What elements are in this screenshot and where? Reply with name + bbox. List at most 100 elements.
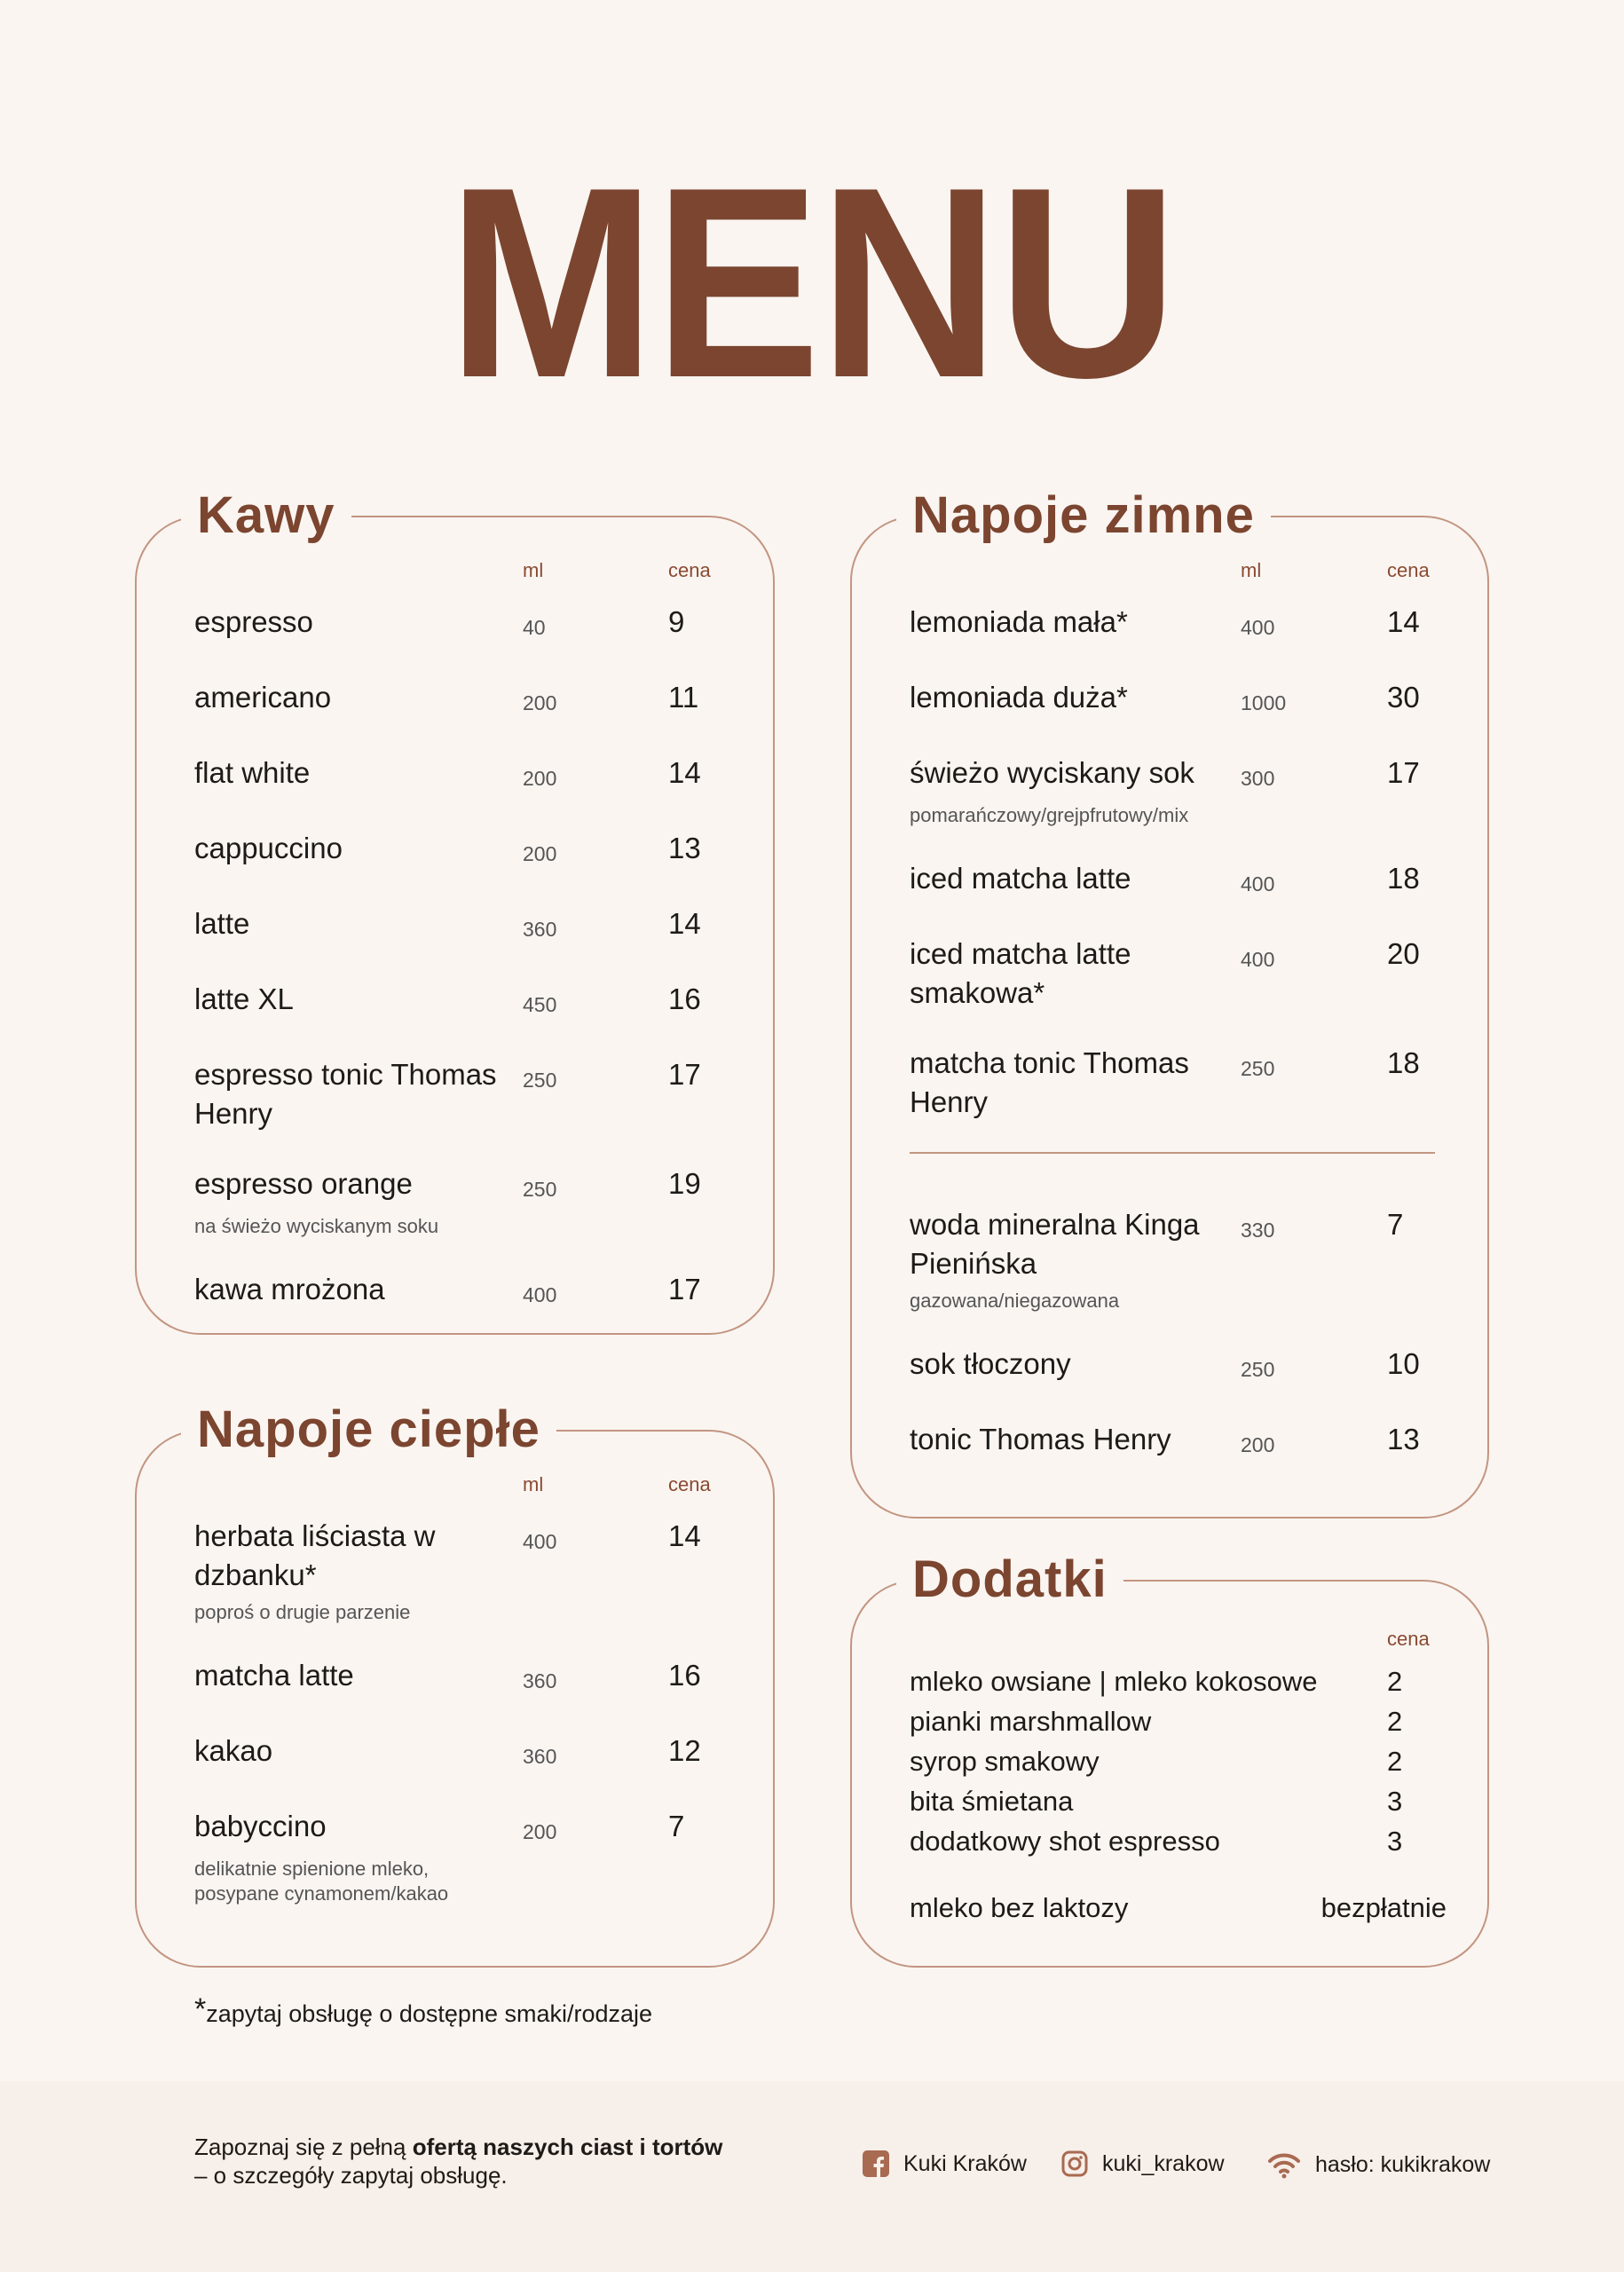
menu-item: latte 360 14 — [194, 904, 773, 949]
item-name: lemoniada mała* — [910, 605, 1128, 638]
menu-item: herbata liściasta w dzbanku* 400 14 poproś … — [194, 1517, 773, 1625]
item-name: babyccino — [194, 1810, 327, 1842]
item-price: 7 — [1387, 1208, 1404, 1241]
footer-text: Zapoznaj się z pełną — [194, 2134, 413, 2160]
item-price: 14 — [668, 907, 701, 940]
addon-name: syrop smakowy — [910, 1746, 1100, 1777]
item-price: 17 — [668, 1058, 701, 1091]
item-note: gazowana/niegazowana — [910, 1290, 1120, 1312]
menu-item: espresso orange 250 19 na świeżo wyciskanym… — [194, 1164, 773, 1239]
item-name: kakao — [194, 1734, 273, 1767]
menu-item-row: lemoniada mała* 400 14 — [910, 603, 1487, 647]
menu-item: espresso 40 9 — [194, 603, 773, 647]
facebook-label: Kuki Kraków — [903, 2150, 1027, 2176]
menu-item-row: iced matcha latte smakowa* 400 20 — [910, 935, 1487, 1013]
item-volume: 40 — [523, 616, 546, 639]
menu-item: flat white 200 14 — [194, 753, 773, 798]
section-kawy: Kawy ml cena espresso 40 9 americano 200 11 fla… — [135, 482, 775, 1335]
item-name: latte XL — [194, 982, 294, 1015]
wifi-password: hasło: kukikrakow — [1315, 2151, 1491, 2177]
menu-item-row: cappuccino 200 13 — [194, 829, 773, 873]
col-price: cena — [1387, 559, 1430, 581]
menu-item: woda mineralna Kinga Pienińska 330 7 gazowa… — [910, 1205, 1487, 1314]
column-headers: ml cena — [194, 557, 773, 584]
item-volume: 330 — [1241, 1219, 1275, 1242]
item-price: 11 — [668, 681, 699, 714]
item-price: 18 — [1387, 1046, 1420, 1079]
item-note: pomarańczowy/grejpfrutowy/mix — [910, 804, 1189, 826]
menu-item-row: kakao 360 12 — [194, 1732, 773, 1776]
menu-item: espresso tonic Thomas Henry 250 17 — [194, 1055, 773, 1133]
menu-item-row: espresso 40 9 — [194, 603, 773, 647]
addon-list: mleko owsiane | mleko kokosowe 2 pianki ma… — [910, 1661, 1487, 1861]
addon-price: bezpłatnie — [1320, 1892, 1447, 1923]
item-price: 7 — [668, 1810, 685, 1842]
instagram-icon — [1061, 2150, 1088, 2177]
item-volume: 450 — [523, 993, 557, 1016]
menu-item: matcha tonic Thomas Henry 250 18 — [910, 1044, 1487, 1122]
addon-price: 2 — [1387, 1666, 1403, 1697]
item-name: iced matcha latte smakowa* — [910, 937, 1131, 1009]
item-name: herbata liściasta w dzbanku* — [194, 1519, 436, 1591]
item-list: woda mineralna Kinga Pienińska 330 7 gazowa… — [910, 1205, 1487, 1464]
item-name: matcha tonic Thomas Henry — [910, 1046, 1189, 1118]
item-price: 9 — [668, 605, 685, 638]
item-volume: 250 — [523, 1178, 557, 1201]
section-title: Dodatki — [896, 1546, 1123, 1613]
item-note: na świeżo wyciskanym soku — [194, 1215, 439, 1237]
section-title: Napoje zimne — [896, 482, 1271, 549]
instagram-link[interactable]: kuki_krakow — [1061, 2150, 1225, 2177]
facebook-link[interactable]: Kuki Kraków — [863, 2150, 1027, 2177]
menu-item-row: flat white 200 14 — [194, 753, 773, 798]
item-volume: 1000 — [1241, 691, 1287, 714]
menu-item-row: latte XL 450 16 — [194, 980, 773, 1024]
item-name: lemoniada duża* — [910, 681, 1128, 714]
menu-item: lemoniada mała* 400 14 — [910, 603, 1487, 647]
item-price: 18 — [1387, 862, 1420, 895]
item-price: 13 — [1387, 1423, 1420, 1456]
col-ml: ml — [523, 1473, 544, 1495]
item-price: 17 — [668, 1273, 701, 1306]
item-name: espresso orange — [194, 1167, 413, 1200]
menu-item-row: iced matcha latte 400 18 — [910, 859, 1487, 903]
item-price: 10 — [1387, 1347, 1420, 1380]
item-volume: 400 — [1241, 948, 1275, 971]
addon-name: bita śmietana — [910, 1786, 1074, 1817]
section-dodatki: Dodatki cena mleko owsiane | mleko kokos… — [850, 1546, 1489, 1968]
menu-title: MENU — [447, 130, 1178, 434]
item-volume: 360 — [523, 918, 557, 941]
item-volume: 250 — [1241, 1057, 1275, 1080]
addon-price: 3 — [1387, 1786, 1403, 1817]
item-name: tonic Thomas Henry — [910, 1423, 1171, 1456]
item-volume: 200 — [523, 767, 557, 790]
footnote-text: zapytaj obsługę o dostępne smaki/rodzaje — [206, 2000, 653, 2027]
facebook-icon — [863, 2150, 889, 2177]
item-name: americano — [194, 681, 332, 714]
footer-info: Zapoznaj się z pełną ofertą naszych cias… — [194, 2133, 722, 2189]
item-volume: 360 — [523, 1745, 557, 1768]
menu-item: lemoniada duża* 1000 30 — [910, 678, 1487, 722]
item-name: flat white — [194, 756, 311, 789]
item-list: herbata liściasta w dzbanku* 400 14 poproś … — [194, 1517, 773, 1906]
menu-item-row: babyccino 200 7 — [194, 1807, 773, 1851]
addon-name: mleko owsiane | mleko kokosowe — [910, 1666, 1318, 1697]
item-name: woda mineralna Kinga Pienińska — [910, 1208, 1200, 1280]
item-name: espresso tonic Thomas Henry — [194, 1058, 497, 1130]
item-price: 14 — [668, 1519, 701, 1552]
menu-item-row: matcha tonic Thomas Henry 250 18 — [910, 1044, 1487, 1122]
item-note: delikatnie spienione mleko, posypane cyn… — [194, 1858, 449, 1905]
addon-row: dodatkowy shot espresso 3 — [910, 1821, 1487, 1861]
item-price: 19 — [668, 1167, 701, 1200]
menu-item: sok tłoczony 250 10 — [910, 1345, 1487, 1389]
menu-item-row: matcha latte 360 16 — [194, 1656, 773, 1700]
footer: Zapoznaj się z pełną ofertą naszych cias… — [0, 2081, 1624, 2272]
item-volume: 360 — [523, 1669, 557, 1692]
menu-item-row: latte 360 14 — [194, 904, 773, 949]
item-name: latte — [194, 907, 250, 940]
addon-price: 2 — [1387, 1706, 1403, 1737]
menu-item-row: herbata liściasta w dzbanku* 400 14 — [194, 1517, 773, 1595]
item-price: 30 — [1387, 681, 1420, 714]
footer-text: – o szczegóły zapytaj obsługę. — [194, 2162, 508, 2189]
wifi-icon — [1268, 2153, 1300, 2179]
menu-item-row: lemoniada duża* 1000 30 — [910, 678, 1487, 722]
